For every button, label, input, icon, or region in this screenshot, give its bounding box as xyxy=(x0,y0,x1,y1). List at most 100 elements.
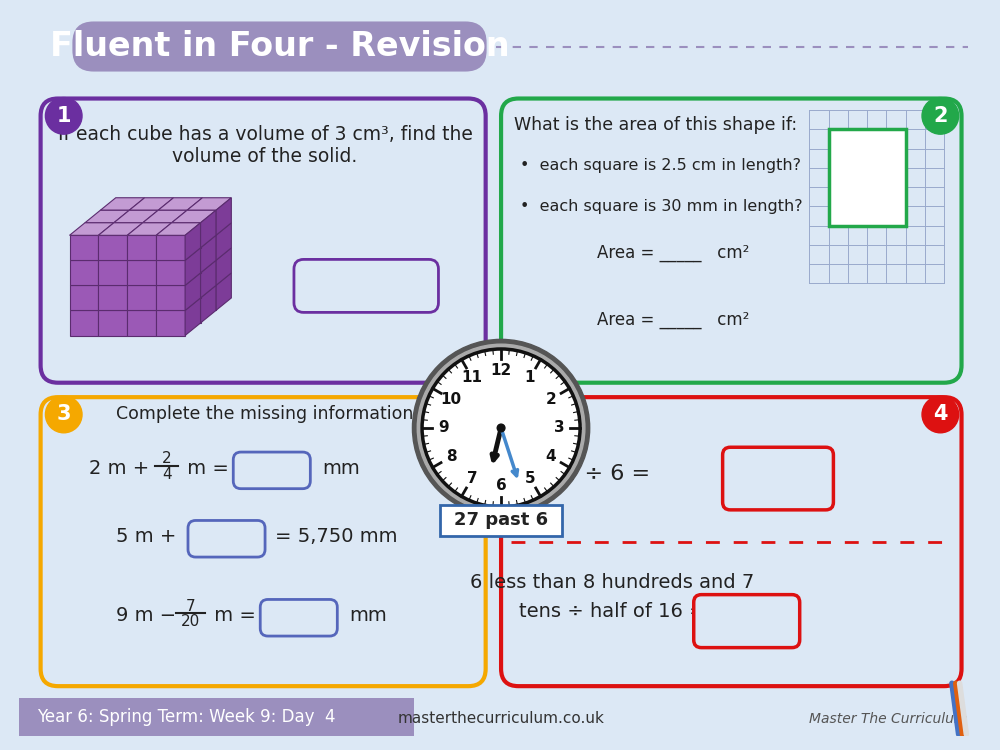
Text: 20: 20 xyxy=(181,614,201,629)
Polygon shape xyxy=(143,248,172,273)
Polygon shape xyxy=(127,236,156,260)
Text: 27 past 6: 27 past 6 xyxy=(454,512,548,530)
Polygon shape xyxy=(100,236,129,260)
Text: Year 6: Spring Term: Week 9: Day  4: Year 6: Spring Term: Week 9: Day 4 xyxy=(37,708,335,726)
Text: 2 m +: 2 m + xyxy=(89,459,155,478)
Text: Master The Curriculum: Master The Curriculum xyxy=(809,712,968,726)
Polygon shape xyxy=(172,248,201,273)
Circle shape xyxy=(412,339,590,517)
Polygon shape xyxy=(100,286,129,310)
FancyBboxPatch shape xyxy=(72,22,487,71)
FancyBboxPatch shape xyxy=(188,520,265,557)
Polygon shape xyxy=(85,223,114,248)
FancyBboxPatch shape xyxy=(233,452,310,489)
Text: 7: 7 xyxy=(186,598,196,613)
Polygon shape xyxy=(129,286,158,310)
FancyBboxPatch shape xyxy=(41,98,486,382)
Polygon shape xyxy=(85,273,114,298)
Polygon shape xyxy=(187,286,216,310)
FancyBboxPatch shape xyxy=(41,398,486,686)
Text: 12: 12 xyxy=(490,363,512,378)
Text: m =: m = xyxy=(208,606,256,625)
Polygon shape xyxy=(129,198,174,210)
Polygon shape xyxy=(185,248,201,286)
Polygon shape xyxy=(114,223,143,248)
Text: masterthecurriculum.co.uk: masterthecurriculum.co.uk xyxy=(398,712,605,727)
Text: 5 m +: 5 m + xyxy=(116,527,182,546)
Polygon shape xyxy=(114,273,143,298)
Text: 9 m −: 9 m − xyxy=(116,606,182,625)
Text: 2: 2 xyxy=(162,452,172,466)
Text: Area = _____   cm²: Area = _____ cm² xyxy=(597,311,750,329)
Polygon shape xyxy=(156,310,185,335)
Polygon shape xyxy=(201,210,216,248)
Circle shape xyxy=(422,349,580,507)
Polygon shape xyxy=(70,223,114,236)
Polygon shape xyxy=(216,223,231,260)
FancyBboxPatch shape xyxy=(440,505,562,536)
Text: If each cube has a volume of 3 cm³, find the: If each cube has a volume of 3 cm³, find… xyxy=(58,124,472,144)
Text: 6 less than 8 hundreds and 7: 6 less than 8 hundreds and 7 xyxy=(470,572,754,592)
Polygon shape xyxy=(216,198,231,236)
Polygon shape xyxy=(158,198,202,210)
Polygon shape xyxy=(85,210,129,223)
Polygon shape xyxy=(185,298,201,335)
FancyBboxPatch shape xyxy=(19,698,414,736)
Polygon shape xyxy=(98,260,127,286)
Text: •  each square is 30 mm in length?: • each square is 30 mm in length? xyxy=(520,199,803,214)
Polygon shape xyxy=(187,260,216,286)
Polygon shape xyxy=(158,236,187,260)
FancyBboxPatch shape xyxy=(723,447,833,510)
Text: 8: 8 xyxy=(446,449,456,464)
FancyBboxPatch shape xyxy=(829,129,906,226)
Text: m =: m = xyxy=(181,459,229,478)
Polygon shape xyxy=(158,260,187,286)
Polygon shape xyxy=(156,260,185,286)
Text: tens ÷ half of 16 =: tens ÷ half of 16 = xyxy=(519,602,705,620)
Polygon shape xyxy=(143,210,187,223)
Polygon shape xyxy=(114,210,158,223)
FancyBboxPatch shape xyxy=(694,595,800,647)
Polygon shape xyxy=(201,236,216,273)
Polygon shape xyxy=(156,236,185,260)
Polygon shape xyxy=(158,210,187,236)
Text: What is the area of this shape if:: What is the area of this shape if: xyxy=(514,116,797,134)
FancyBboxPatch shape xyxy=(294,260,438,313)
Circle shape xyxy=(417,344,585,512)
Text: 4: 4 xyxy=(546,449,556,464)
Text: •  each square is 2.5 cm in length?: • each square is 2.5 cm in length? xyxy=(520,158,801,173)
Polygon shape xyxy=(127,223,172,236)
Text: 4: 4 xyxy=(933,404,948,424)
Polygon shape xyxy=(100,210,129,236)
Text: 144 ÷ 6 =: 144 ÷ 6 = xyxy=(535,464,650,484)
Text: 5: 5 xyxy=(525,470,535,485)
Polygon shape xyxy=(98,236,127,260)
Text: 6: 6 xyxy=(496,478,506,494)
Polygon shape xyxy=(129,236,158,260)
Polygon shape xyxy=(156,286,185,310)
Polygon shape xyxy=(129,210,158,236)
Polygon shape xyxy=(100,198,145,210)
Polygon shape xyxy=(201,286,216,323)
Polygon shape xyxy=(70,310,98,335)
Text: Fluent in Four - Revision: Fluent in Four - Revision xyxy=(50,30,509,63)
FancyBboxPatch shape xyxy=(501,98,962,382)
Polygon shape xyxy=(158,286,187,310)
Text: Complete the missing information.: Complete the missing information. xyxy=(116,404,419,422)
Polygon shape xyxy=(185,223,201,260)
Polygon shape xyxy=(70,260,98,286)
Polygon shape xyxy=(187,198,231,210)
Text: 10: 10 xyxy=(440,392,462,406)
Polygon shape xyxy=(100,260,129,286)
Polygon shape xyxy=(143,298,172,323)
Circle shape xyxy=(922,396,959,433)
Text: 9: 9 xyxy=(438,421,449,436)
Polygon shape xyxy=(129,260,158,286)
Text: 1: 1 xyxy=(56,106,71,126)
Polygon shape xyxy=(85,298,114,323)
Polygon shape xyxy=(127,310,156,335)
Text: volume of the solid.: volume of the solid. xyxy=(172,147,358,166)
Circle shape xyxy=(497,424,505,432)
Polygon shape xyxy=(216,273,231,310)
Polygon shape xyxy=(70,236,98,260)
